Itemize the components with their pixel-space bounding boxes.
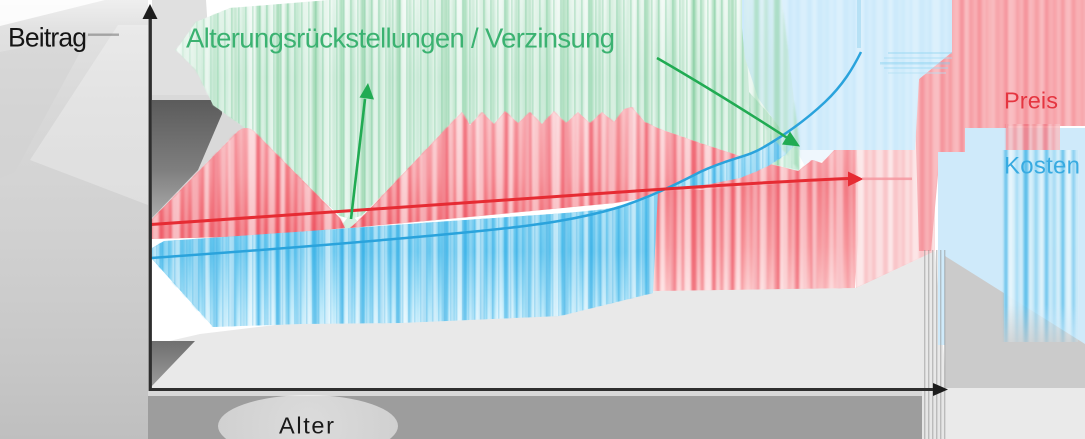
svg-text:Preis: Preis (1004, 88, 1058, 114)
svg-text:Alterungsrückstellungen / Verz: Alterungsrückstellungen / Verzinsung (186, 23, 615, 54)
svg-text:Alter: Alter (279, 413, 334, 439)
svg-text:Beitrag: Beitrag (8, 23, 87, 53)
svg-text:Kosten: Kosten (1004, 153, 1080, 180)
